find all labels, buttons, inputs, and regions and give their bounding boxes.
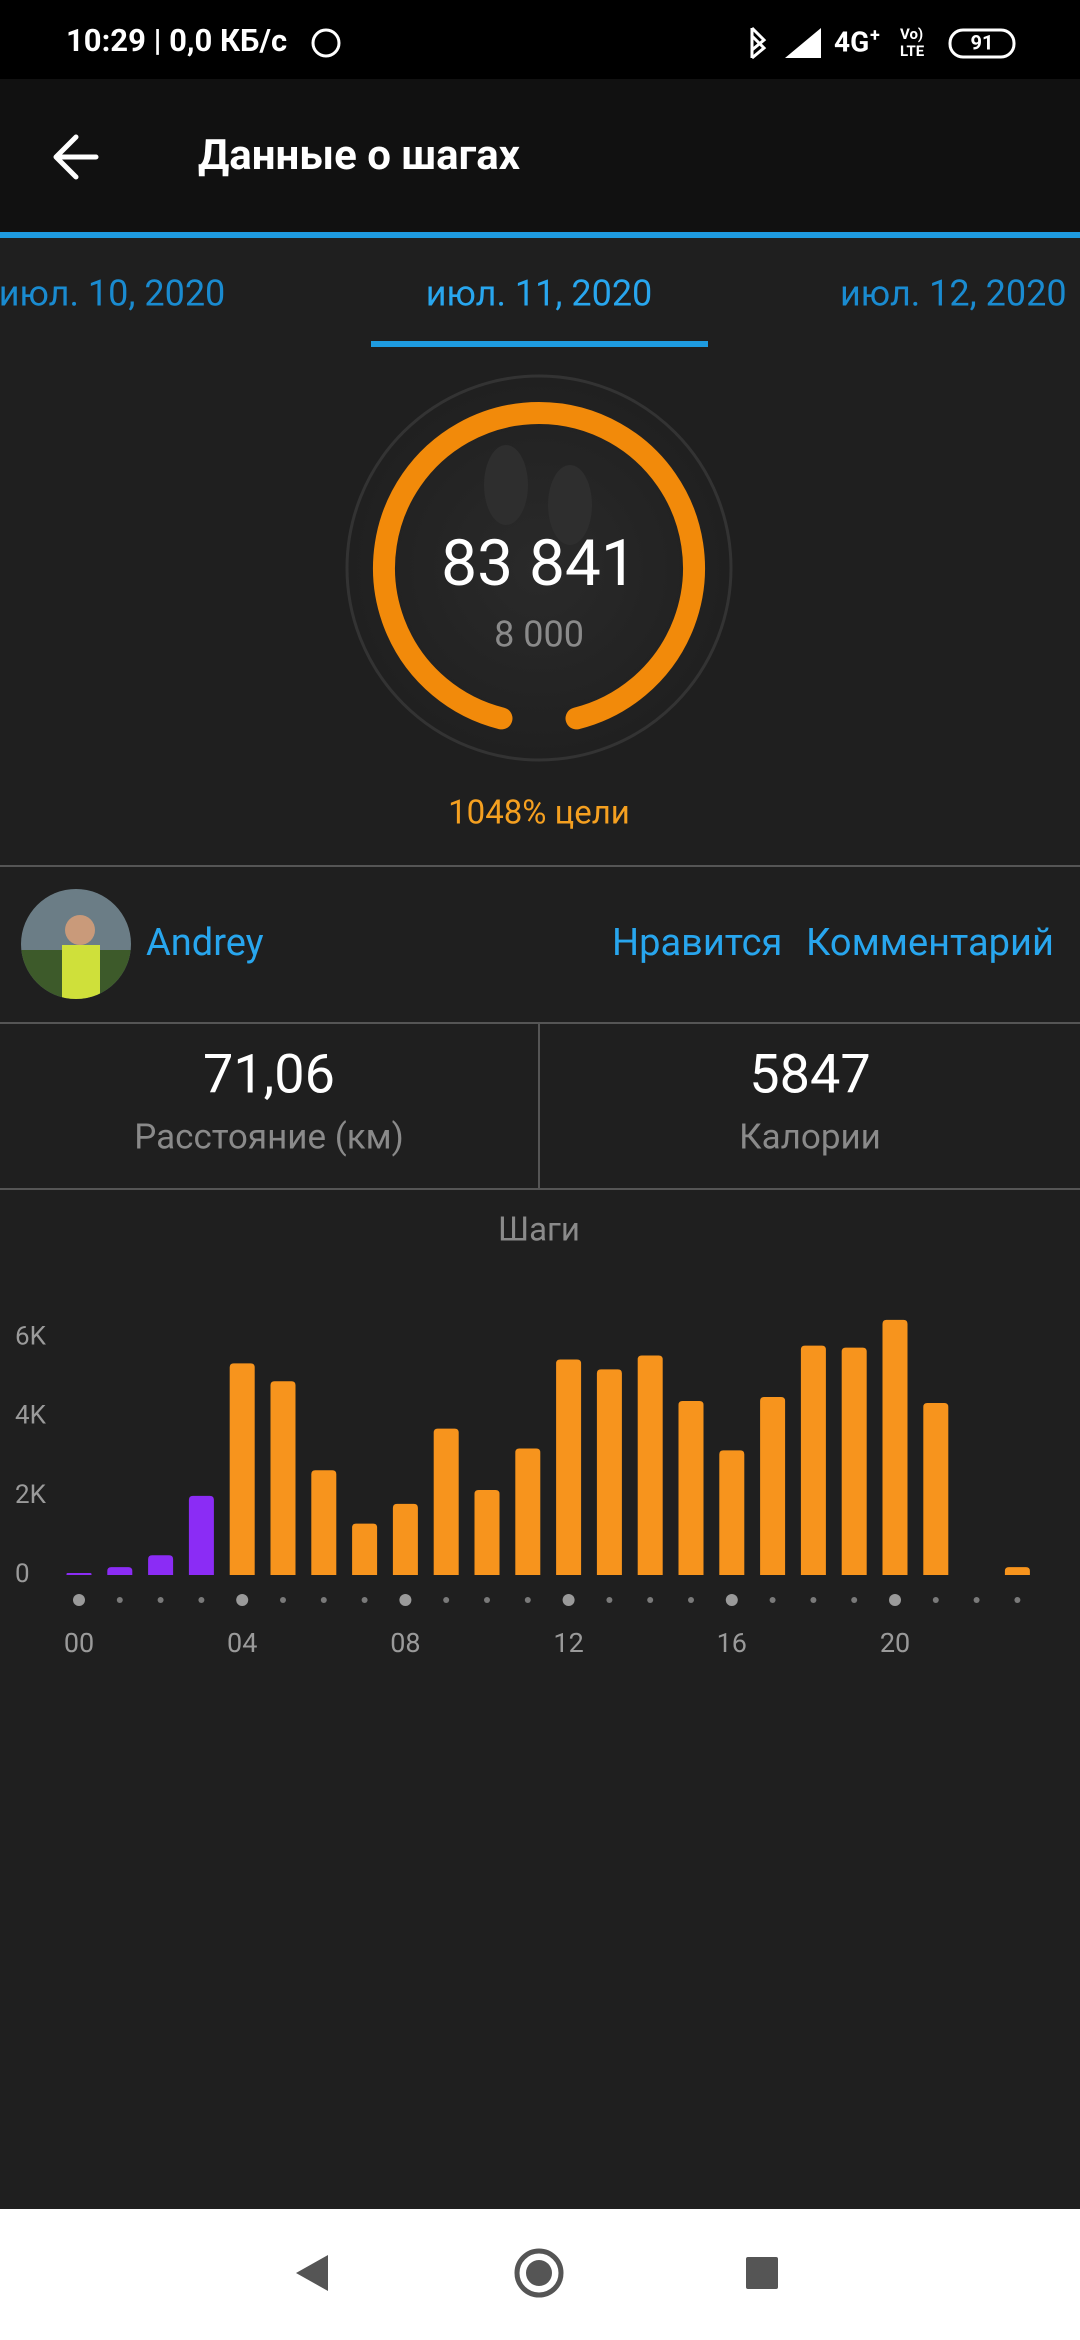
hour-dot: [198, 1597, 205, 1603]
like-button[interactable]: Нравится: [612, 921, 782, 965]
stat-label: Калории: [739, 1116, 881, 1157]
network-label: 4G: [834, 25, 869, 58]
battery-icon: [948, 28, 1016, 59]
hour-dot: [647, 1597, 654, 1603]
y-tick-label: 4K: [15, 1401, 47, 1431]
hour-dot: [725, 1594, 738, 1606]
hour-dot: [851, 1597, 858, 1603]
user-name[interactable]: Andrey: [146, 921, 264, 965]
y-tick-label: 6K: [15, 1322, 47, 1352]
hour-dot: [769, 1597, 776, 1603]
bar: [760, 1397, 786, 1575]
hour-dot: [116, 1597, 123, 1603]
date-tab-selected[interactable]: июл. 11, 2020: [426, 273, 653, 315]
ring-background: [345, 374, 733, 762]
goal-ring: [373, 402, 705, 730]
bar: [678, 1401, 704, 1575]
back-button[interactable]: [53, 134, 99, 180]
hour-dot: [484, 1597, 490, 1603]
hour-dot: [973, 1597, 980, 1603]
tab-indicator: [371, 341, 708, 347]
stat-value: 5847: [749, 1043, 870, 1106]
network-plus: +: [870, 25, 880, 46]
bar: [800, 1345, 826, 1575]
hour-dot: [236, 1594, 249, 1606]
volte-icon: Vo): [900, 25, 923, 43]
hour-dot: [932, 1597, 939, 1603]
bar: [433, 1428, 459, 1575]
alarm-icon: [311, 28, 341, 58]
bar: [352, 1523, 378, 1575]
hour-dot: [361, 1597, 368, 1603]
nav-home[interactable]: [514, 2248, 564, 2298]
bar: [270, 1381, 296, 1575]
y-tick-label: 0: [15, 1559, 30, 1589]
status-time: 10:29 | 0,0 КБ/с: [66, 22, 287, 59]
nav-recents[interactable]: [746, 2257, 778, 2289]
hour-dot: [1014, 1597, 1021, 1603]
nav-back[interactable]: [296, 2255, 328, 2291]
bar: [923, 1402, 949, 1575]
bar: [515, 1448, 541, 1575]
bar: [637, 1355, 663, 1575]
app-bar-accent: [0, 232, 1080, 238]
bar: [596, 1369, 622, 1575]
x-tick-label: 16: [717, 1627, 747, 1659]
bar: [311, 1470, 337, 1575]
volte-icon-2: LTE: [900, 42, 925, 60]
hour-dot: [320, 1597, 327, 1603]
x-tick-label: 20: [880, 1627, 910, 1659]
date-tab[interactable]: июл. 10, 2020: [0, 273, 225, 315]
screen-title: Данные о шагах: [198, 131, 521, 180]
x-tick-label: 08: [390, 1627, 420, 1659]
date-tab[interactable]: июл. 12, 2020: [840, 273, 1067, 315]
step-goal: 8 000: [494, 614, 584, 656]
bar: [107, 1567, 133, 1575]
bar: [148, 1555, 174, 1575]
hour-dot: [606, 1597, 613, 1603]
bluetooth-icon: [750, 26, 767, 60]
bar: [882, 1319, 908, 1575]
bar: [556, 1359, 582, 1575]
hour-dot: [810, 1597, 817, 1603]
step-count: 83 841: [441, 526, 637, 601]
avatar[interactable]: [20, 889, 132, 1000]
status-bar: [0, 0, 1080, 79]
steps-chart: 0 2K 4K 6K 00 04 08 12 16 20: [15, 1319, 1030, 1659]
hour-dot: [280, 1597, 286, 1603]
hour-dot: [889, 1594, 901, 1606]
hour-dot: [157, 1597, 164, 1603]
x-tick-label: 00: [64, 1627, 94, 1659]
bar: [474, 1489, 500, 1575]
goal-progress: 1048% цели: [448, 794, 630, 833]
stat-value: 71,06: [203, 1043, 335, 1106]
bar: [229, 1363, 255, 1575]
bar: [188, 1495, 214, 1575]
bar: [66, 1573, 92, 1575]
y-tick-label: 2K: [15, 1480, 47, 1510]
stat-label: Расстояние (км): [134, 1116, 404, 1157]
hour-dot: [688, 1597, 694, 1603]
hour-dot: [562, 1594, 575, 1606]
chart-title: Шаги: [498, 1211, 580, 1250]
hour-dot: [73, 1594, 85, 1606]
nav-home-dot: [526, 2260, 552, 2286]
footprint-icon: [484, 445, 592, 545]
x-tick-label: 04: [227, 1627, 257, 1659]
hour-dot: [443, 1597, 450, 1603]
hour-dot: [399, 1594, 412, 1606]
bar: [841, 1347, 867, 1575]
bar: [1004, 1567, 1030, 1575]
battery-level: 91: [971, 30, 994, 54]
signal-icon: [785, 28, 821, 58]
bar: [719, 1450, 745, 1575]
comment-button[interactable]: Комментарий: [806, 921, 1054, 965]
hour-dot: [524, 1597, 531, 1603]
app-bar: [0, 79, 1080, 234]
x-tick-label: 12: [553, 1627, 583, 1659]
bar: [392, 1503, 418, 1575]
